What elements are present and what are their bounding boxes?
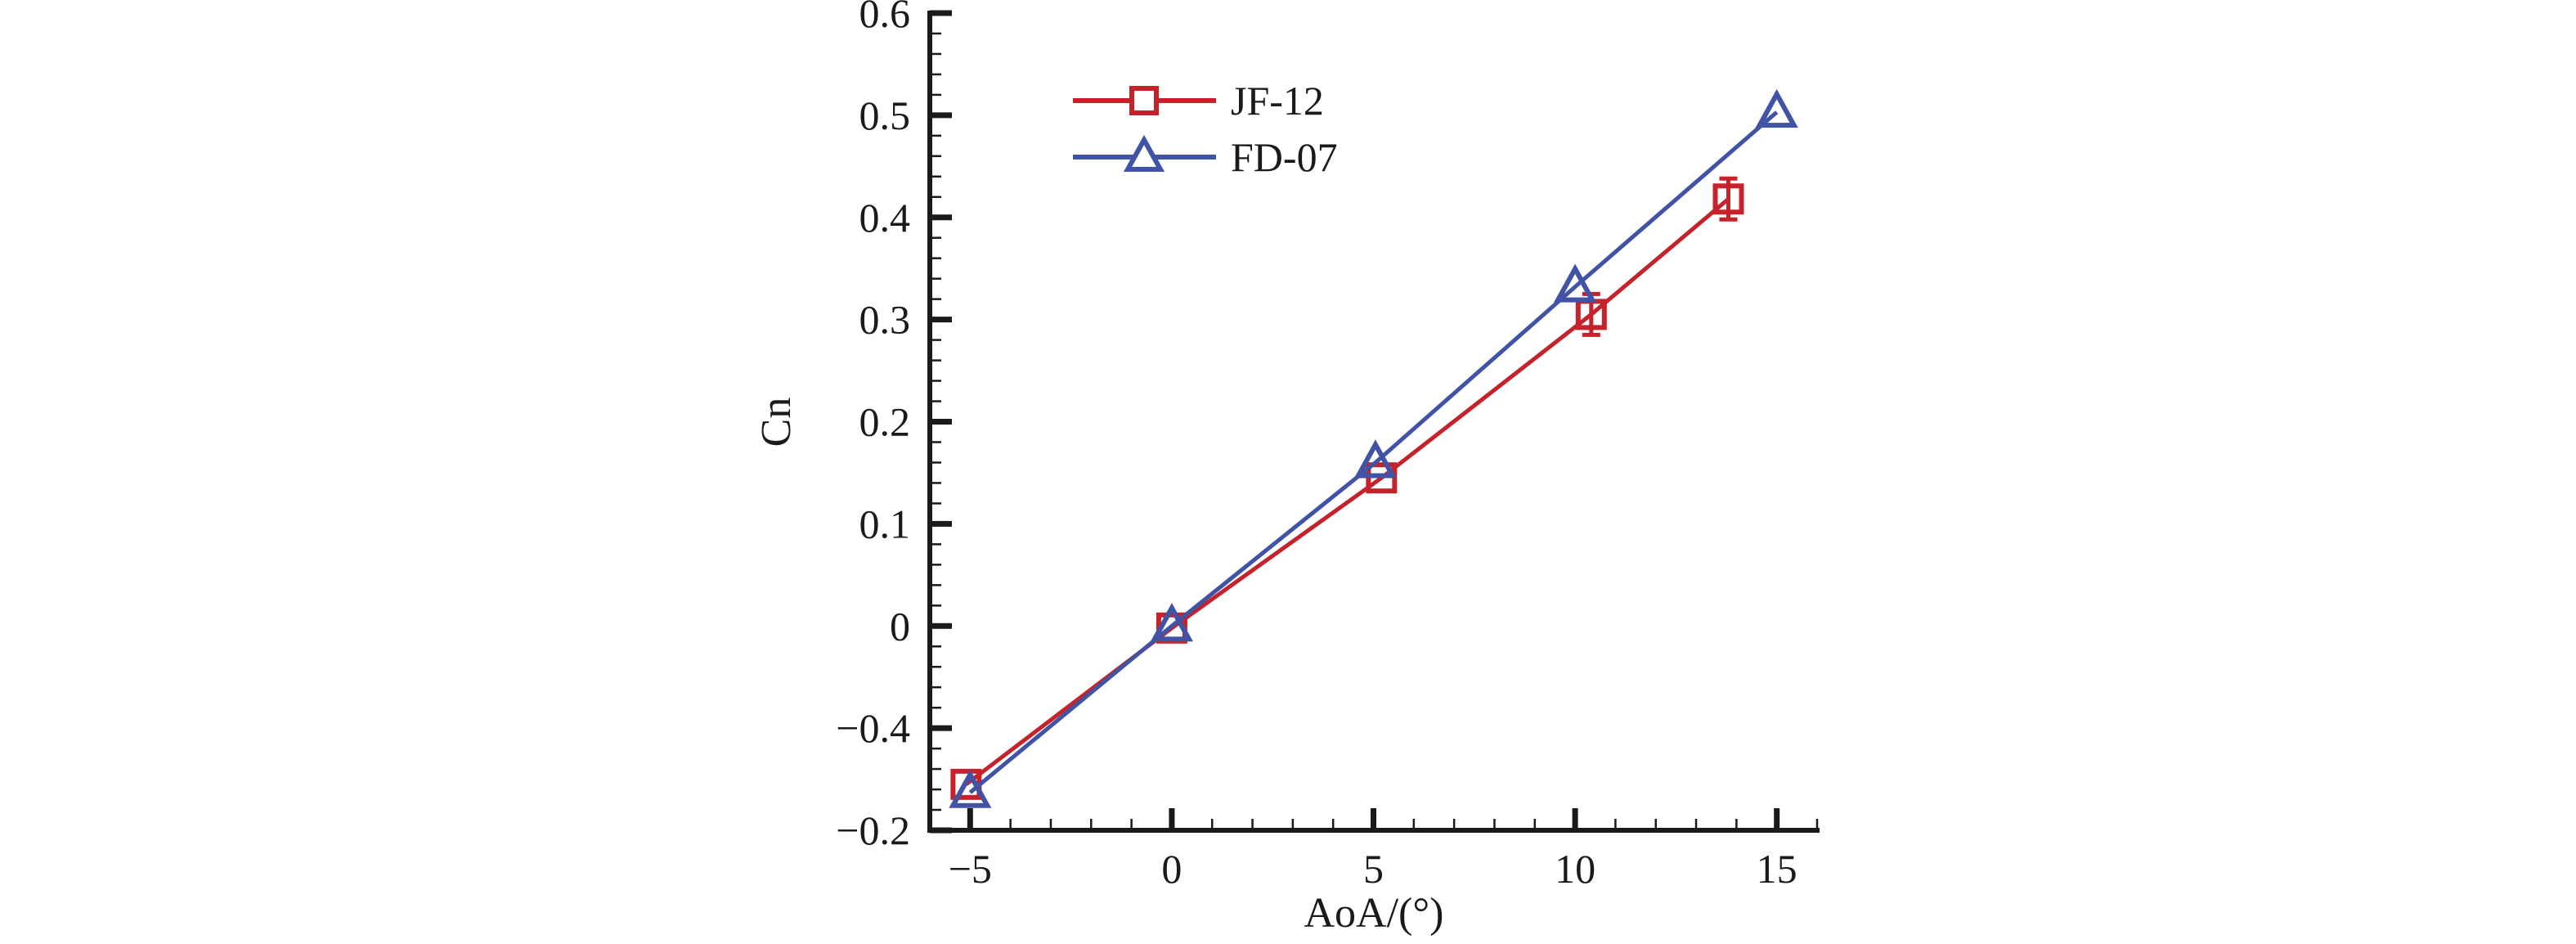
fd-07-marker: [1755, 88, 1798, 128]
jf-12-line-marker-swatch: [1073, 85, 1216, 115]
y-axis-title: Cn: [753, 397, 800, 447]
x-axis-tick-label: −5: [949, 846, 992, 892]
x-axis-tick-label: 0: [1161, 846, 1182, 892]
legend-item-fd-07: FD-07: [1073, 128, 1338, 185]
y-axis-tick-label: 0.3: [859, 297, 911, 343]
fd-07-marker: [1353, 439, 1398, 479]
y-axis-tick-label: −0.2: [836, 807, 910, 853]
legend: JF-12 FD-07: [1073, 72, 1338, 185]
fd-07-marker: [1150, 603, 1193, 642]
y-axis-tick-label: 0.5: [859, 92, 911, 138]
fd-07-line-marker-swatch: [1073, 134, 1216, 172]
y-axis-tick-label: 0: [890, 603, 910, 649]
y-axis-tick-label: 0.1: [859, 501, 911, 546]
y-axis-tick-label: 0.6: [859, 0, 911, 36]
fd-07-line: [968, 110, 1779, 794]
y-axis-tick-label: 0.2: [859, 399, 911, 445]
y-axis-tick-label: −0.4: [836, 705, 910, 751]
legend-triangle-marker-icon: [1123, 134, 1165, 172]
x-axis-tick-label: 10: [1555, 846, 1595, 892]
x-axis-tick-label: 15: [1757, 846, 1797, 892]
x-axis-tick-label: 5: [1363, 846, 1384, 892]
legend-label-fd-07: FD-07: [1231, 133, 1338, 180]
legend-square-marker-icon: [1129, 85, 1159, 115]
x-axis-title: AoA/(°): [1304, 890, 1444, 937]
fd-07-marker: [949, 769, 992, 808]
legend-label-jf-12: JF-12: [1231, 77, 1324, 124]
fd-07-marker: [1554, 263, 1597, 303]
legend-item-jf-12: JF-12: [1073, 72, 1338, 128]
y-axis-tick-label: 0.4: [859, 195, 911, 240]
jf-12-marker: [1712, 183, 1744, 215]
jf-12-line: [964, 197, 1730, 786]
